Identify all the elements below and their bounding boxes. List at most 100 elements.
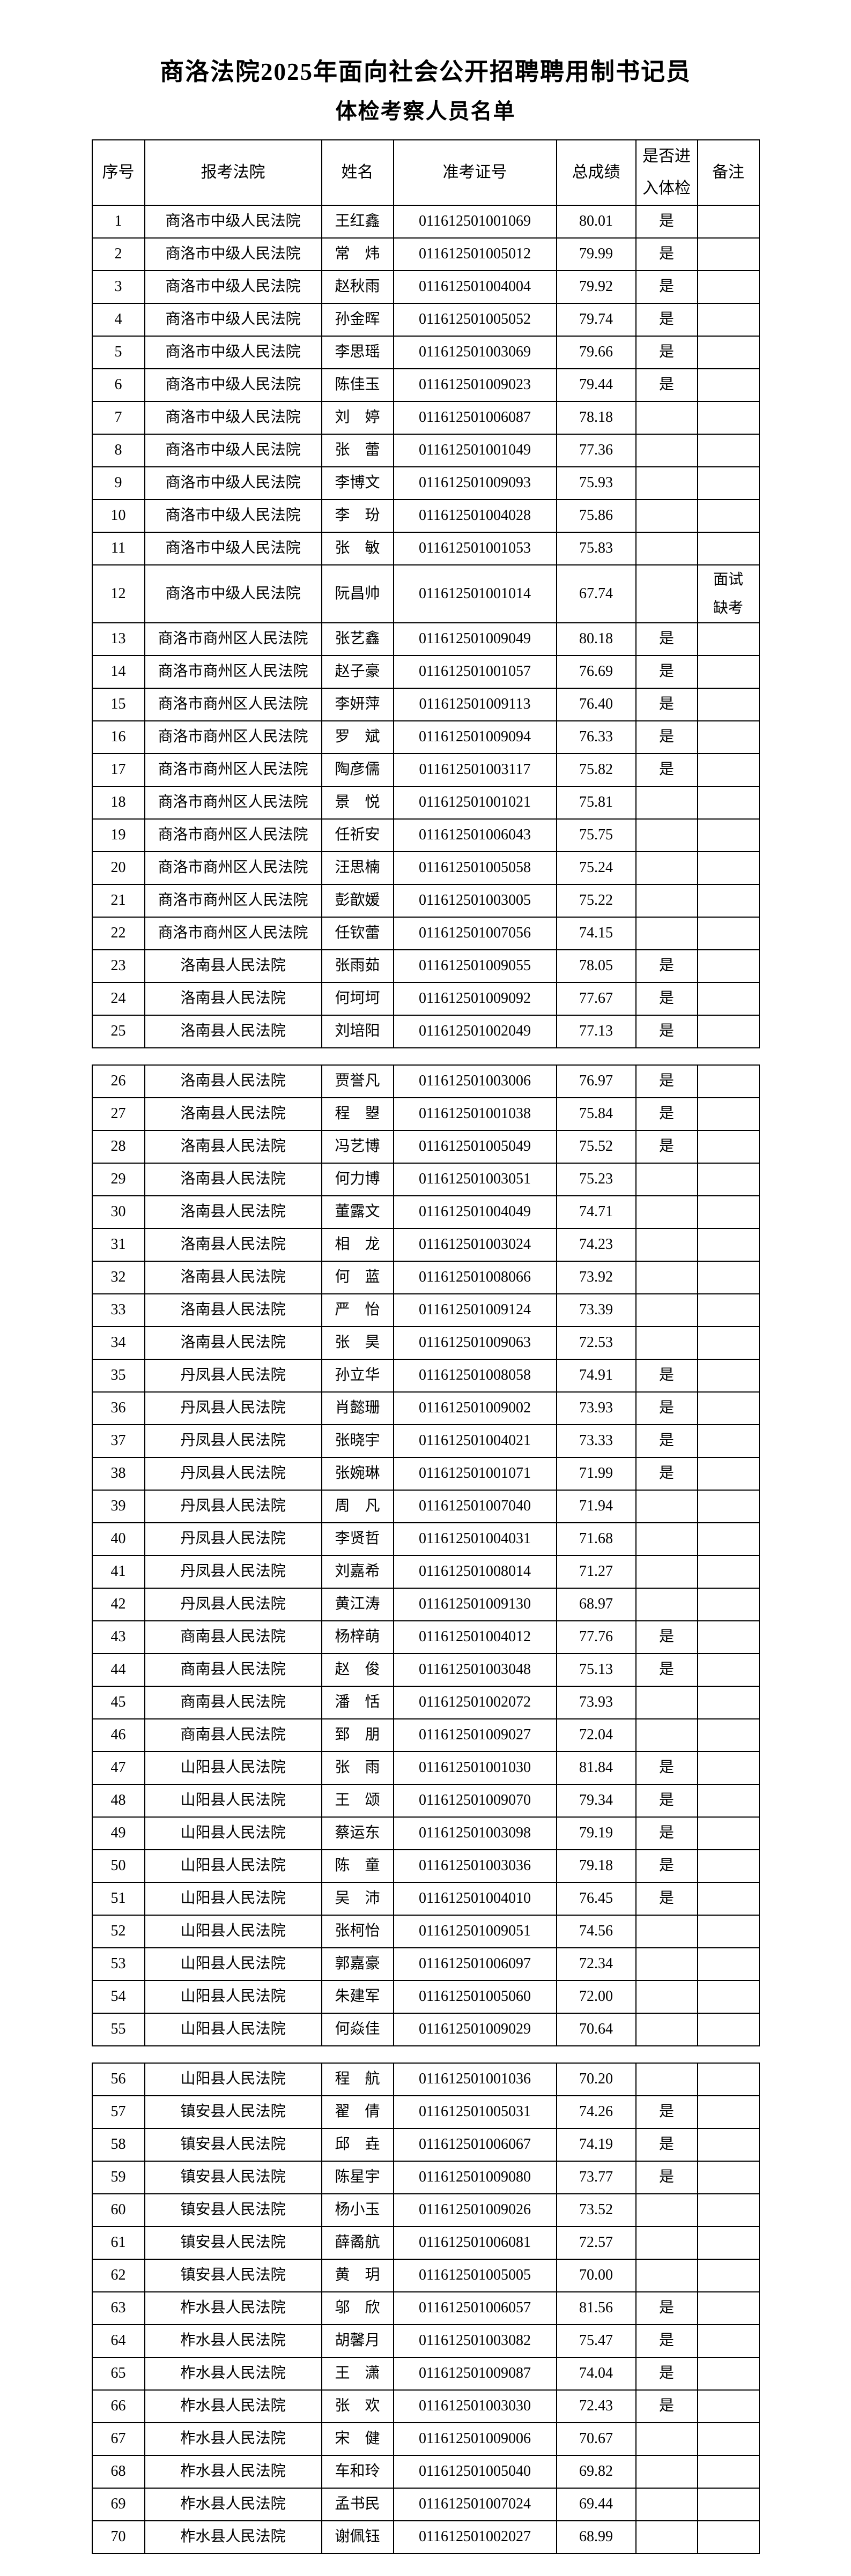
cell-ticket: 011612501008058 <box>393 1358 557 1393</box>
cell-name: 张婉琳 <box>321 1456 394 1491</box>
cell-ticket: 011612501003030 <box>393 2389 557 2423</box>
column-header-pass: 是否进入体检 <box>635 139 698 206</box>
cell-remark <box>697 916 760 950</box>
table-row: 48 山阳县人民法院王 颂 011612501009070 79.34 是 <box>91 1783 760 1818</box>
cell-court: 山阳县人民法院 <box>144 1783 322 1818</box>
cell-score: 76.40 <box>556 687 637 721</box>
cell-index: 2 <box>91 237 145 271</box>
cell-score: 68.99 <box>556 2520 637 2554</box>
cell-ticket: 011612501001030 <box>393 1751 557 1785</box>
cell-score: 71.94 <box>556 1489 637 1523</box>
cell-index: 67 <box>91 2422 145 2456</box>
cell-remark <box>697 1129 760 1164</box>
cell-score: 76.69 <box>556 654 637 689</box>
cell-pass <box>635 498 698 533</box>
cell-name: 赵子豪 <box>321 654 394 689</box>
table-row: 42 丹凤县人民法院 黄江涛 011612501009130 68.97 <box>91 1587 760 1621</box>
table-row: 60 镇安县人民法院 杨小玉 011612501009026 73.52 <box>91 2193 760 2227</box>
cell-court: 商洛市商州区人民法院 <box>144 818 322 852</box>
cell-court: 洛南县人民法院 <box>144 1014 322 1048</box>
cell-pass <box>635 1326 698 1360</box>
cell-score: 75.83 <box>556 531 637 565</box>
cell-score: 72.57 <box>556 2225 637 2260</box>
cell-ticket: 011612501003048 <box>393 1652 557 1687</box>
cell-court: 丹凤县人民法院 <box>144 1554 322 1589</box>
cell-ticket: 011612501004031 <box>393 1522 557 1556</box>
roster-table-section-1: 序号 报考法院 姓名 准考证号 总成绩 是否进入体检 备注 1 商洛市中级人民法院 王红鑫 0116… <box>91 139 760 1048</box>
cell-remark <box>697 1881 760 1916</box>
cell-ticket: 011612501001036 <box>393 2062 557 2096</box>
cell-score: 73.39 <box>556 1293 637 1327</box>
cell-court: 山阳县人民法院 <box>144 1816 322 1850</box>
cell-score: 73.52 <box>556 2193 637 2227</box>
cell-pass: 是 <box>635 2324 698 2358</box>
cell-score: 74.15 <box>556 916 637 950</box>
cell-index: 39 <box>91 1489 145 1523</box>
cell-score: 73.92 <box>556 1260 637 1294</box>
cell-court: 山阳县人民法院 <box>144 2012 322 2046</box>
cell-pass: 是 <box>635 1849 698 1883</box>
table-row: 53 山阳县人民法院 郭嘉豪 011612501006097 72.34 <box>91 1947 760 1981</box>
cell-court: 洛南县人民法院 <box>144 1097 322 1131</box>
cell-court: 商洛市中级人民法院 <box>144 204 322 239</box>
cell-score: 71.27 <box>556 1554 637 1589</box>
cell-name: 王红鑫 <box>321 204 394 239</box>
table-row: 29 洛南县人民法院 何力博 011612501003051 75.23 <box>91 1162 760 1196</box>
cell-ticket: 011612501005049 <box>393 1129 557 1164</box>
cell-ticket: 011612501009026 <box>393 2193 557 2227</box>
column-header-remark: 备注 <box>697 139 760 206</box>
cell-name: 宋 健 <box>321 2422 394 2456</box>
cell-pass: 是 <box>635 720 698 754</box>
cell-remark <box>697 1652 760 1687</box>
cell-remark <box>697 720 760 754</box>
cell-ticket: 011612501002049 <box>393 1014 557 1048</box>
cell-remark <box>697 368 760 402</box>
cell-pass: 是 <box>635 2389 698 2423</box>
cell-court: 商洛市中级人民法院 <box>144 302 322 337</box>
cell-score: 70.00 <box>556 2258 637 2292</box>
cell-name: 严 怡 <box>321 1293 394 1327</box>
cell-name: 常 炜 <box>321 237 394 271</box>
cell-score: 79.34 <box>556 1783 637 1818</box>
cell-name: 陈 童 <box>321 1849 394 1883</box>
cell-ticket: 011612501003024 <box>393 1227 557 1262</box>
cell-court: 商洛市商州区人民法院 <box>144 654 322 689</box>
cell-court: 柞水县人民法院 <box>144 2324 322 2358</box>
cell-score: 72.04 <box>556 1718 637 1752</box>
cell-pass <box>635 2487 698 2521</box>
table-row: 7 商洛市中级人民法院刘 婷 011612501006087 78.18 <box>91 400 760 435</box>
table-row: 66 柞水县人民法院张 欢 011612501003030 72.43 是 <box>91 2389 760 2423</box>
cell-remark <box>697 2160 760 2194</box>
cell-pass: 是 <box>635 1751 698 1785</box>
cell-name: 孙金晖 <box>321 302 394 337</box>
cell-index: 31 <box>91 1227 145 1262</box>
cell-ticket: 011612501009080 <box>393 2160 557 2194</box>
column-header-score: 总成绩 <box>556 139 637 206</box>
cell-score: 68.97 <box>556 1587 637 1621</box>
cell-score: 73.93 <box>556 1391 637 1425</box>
cell-index: 9 <box>91 466 145 500</box>
roster-table-section-3: 56 山阳县人民法院程 航 011612501001036 70.20 57 镇安县人民法… <box>91 2062 760 2554</box>
table-row: 37 丹凤县人民法院 张晓宇 011612501004021 73.33 是 <box>91 1424 760 1458</box>
cell-ticket: 011612501009093 <box>393 466 557 500</box>
cell-court: 洛南县人民法院 <box>144 1162 322 1196</box>
cell-remark <box>697 2520 760 2554</box>
cell-index: 26 <box>91 1064 145 1098</box>
table-row: 40 丹凤县人民法院 李贤哲 011612501004031 71.68 <box>91 1522 760 1556</box>
cell-ticket: 011612501003036 <box>393 1849 557 1883</box>
cell-court: 丹凤县人民法院 <box>144 1522 322 1556</box>
cell-index: 1 <box>91 204 145 239</box>
table-row: 56 山阳县人民法院程 航 011612501001036 70.20 <box>91 2062 760 2096</box>
cell-pass <box>635 1979 698 2014</box>
cell-ticket: 011612501007040 <box>393 1489 557 1523</box>
cell-pass: 是 <box>635 1014 698 1048</box>
cell-score: 77.67 <box>556 981 637 1016</box>
cell-score: 74.56 <box>556 1914 637 1948</box>
cell-name: 张 敏 <box>321 531 394 565</box>
cell-index: 40 <box>91 1522 145 1556</box>
cell-name: 孙立华 <box>321 1358 394 1393</box>
cell-index: 56 <box>91 2062 145 2096</box>
cell-name: 张 欢 <box>321 2389 394 2423</box>
cell-court: 商南县人民法院 <box>144 1620 322 1654</box>
cell-remark <box>697 2258 760 2292</box>
